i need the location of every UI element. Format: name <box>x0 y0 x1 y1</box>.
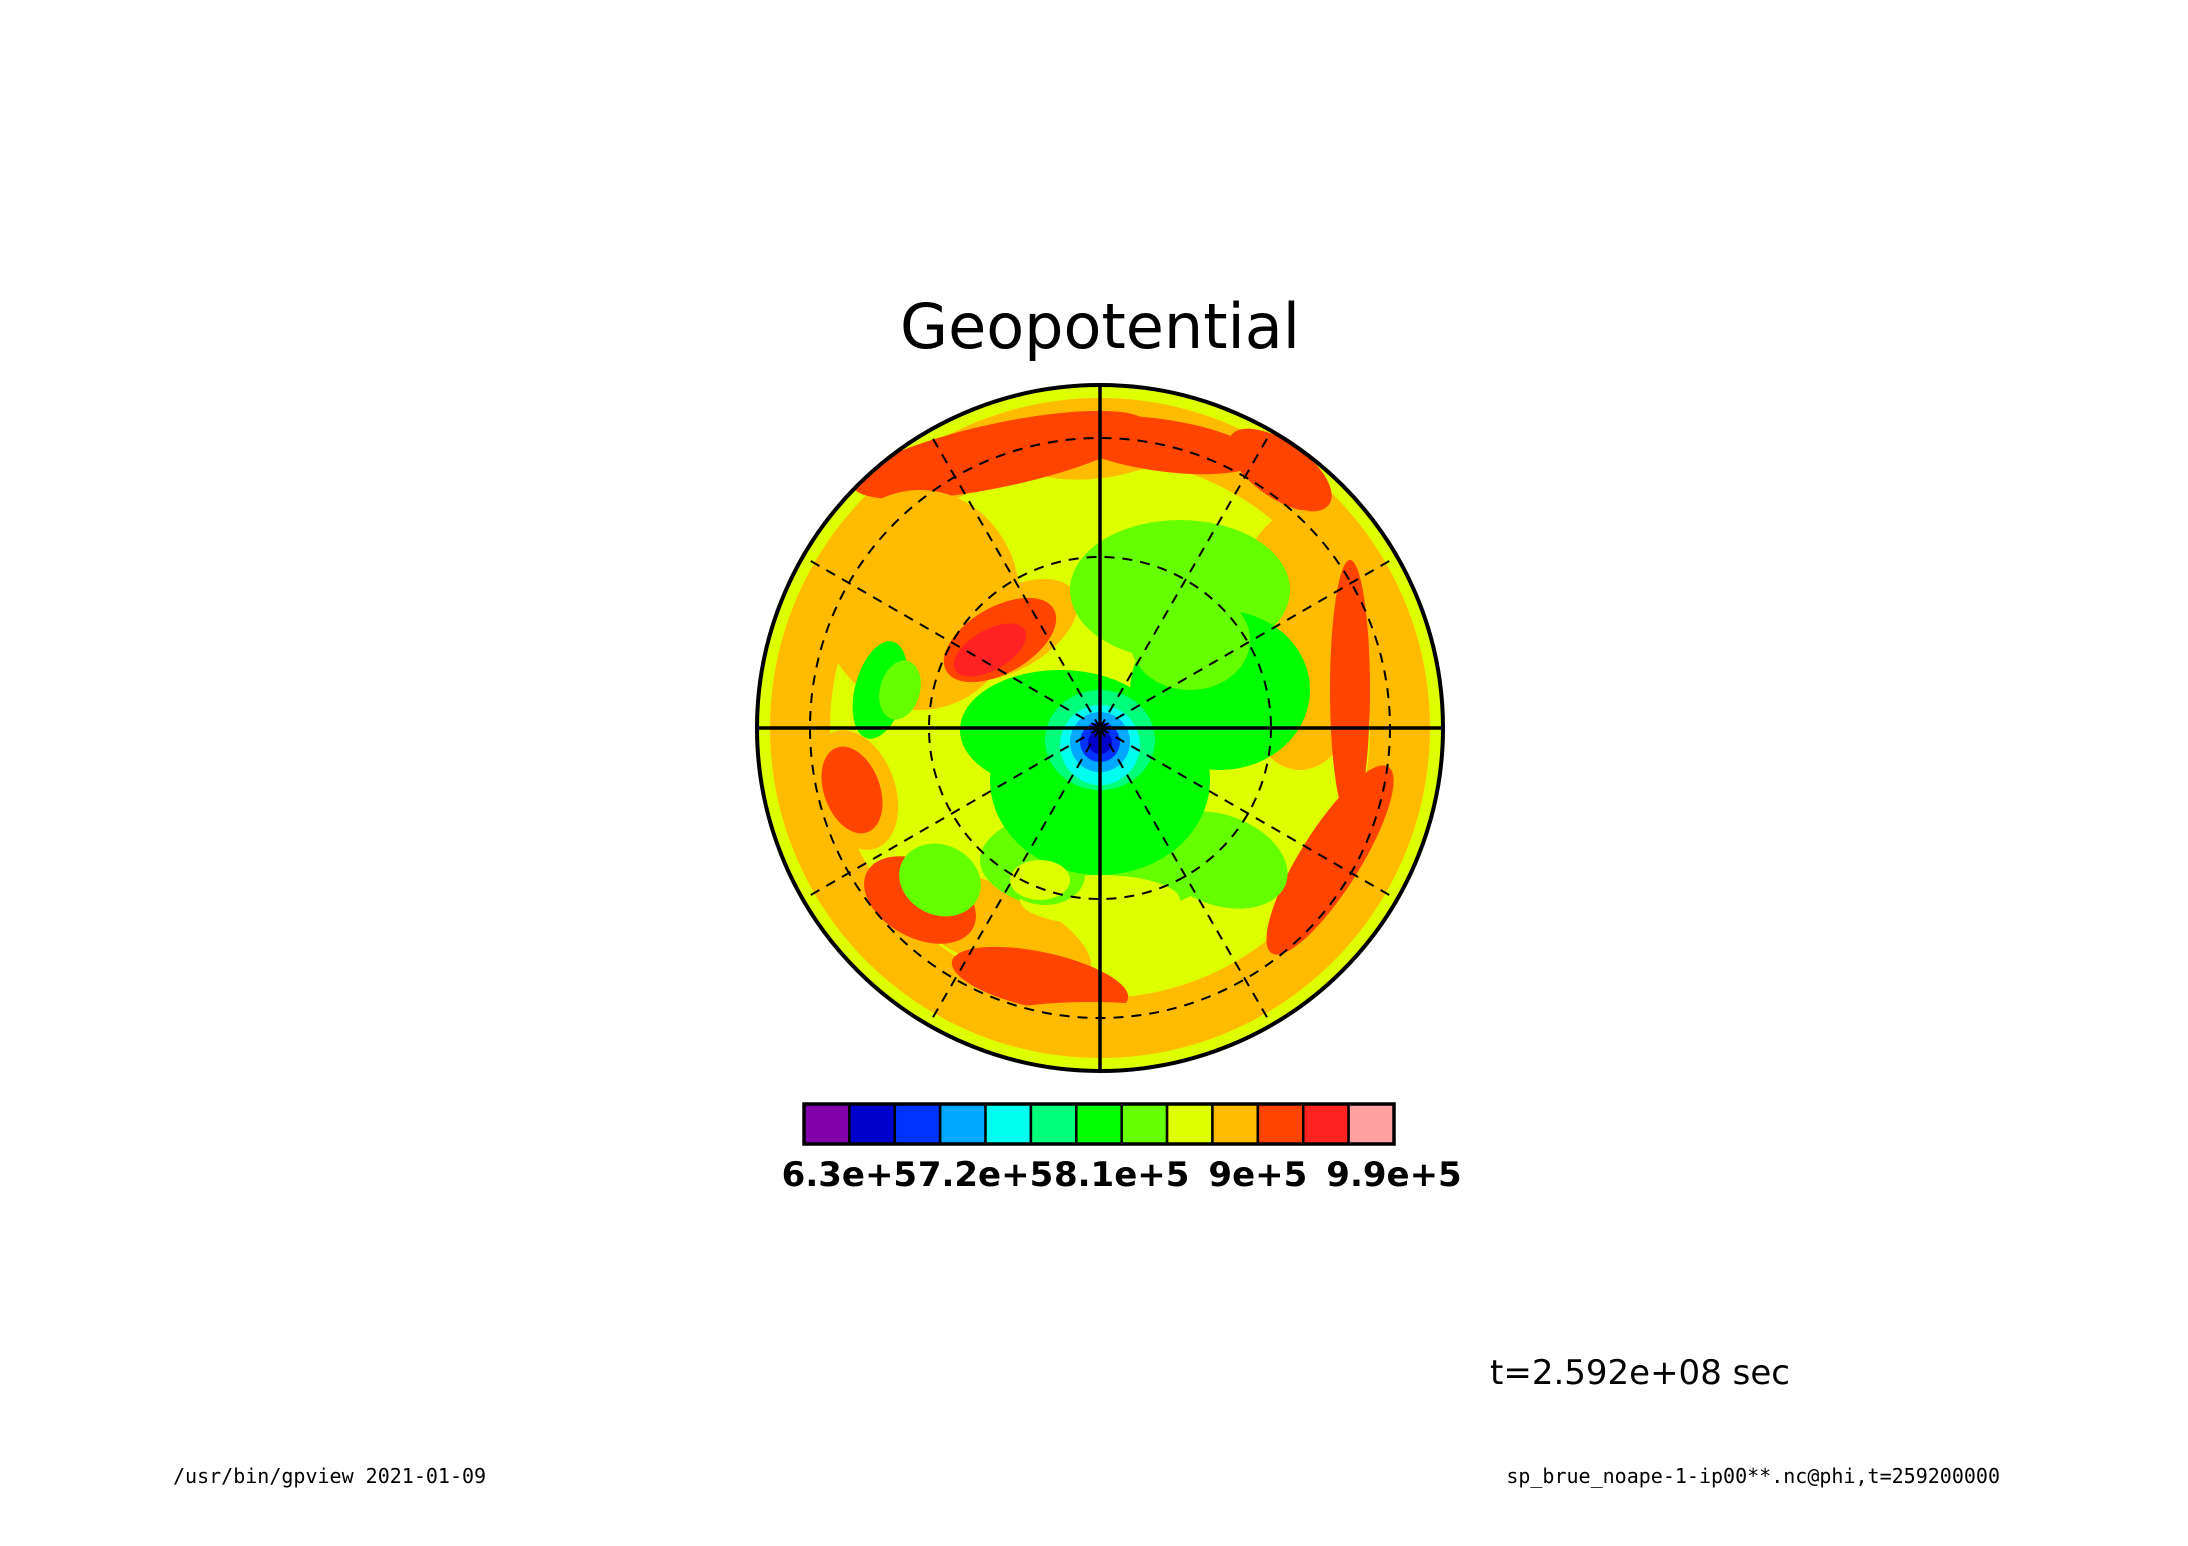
contour-region-3 <box>1228 428 1332 512</box>
colorbar-tick-labels: 6.3e+5 7.2e+5 8.1e+5 9e+5 9.9e+5 <box>782 1155 1462 1195</box>
colorbar-swatch-10 <box>1256 1102 1305 1146</box>
colorbar-tick-label-2: 8.1e+5 <box>1054 1155 1189 1195</box>
colorbar-swatch-6 <box>1075 1102 1123 1146</box>
contour-region-16 <box>953 623 1027 677</box>
longitude-line-4 <box>927 727 1101 1026</box>
colorbar-swatch-12 <box>1347 1102 1396 1146</box>
colorbar-swatch-7 <box>1120 1102 1169 1146</box>
colorbar-swatch-1 <box>848 1102 897 1146</box>
colorbar-swatch-4 <box>984 1102 1033 1146</box>
colorbar-tick-label-3: 9e+5 <box>1208 1155 1307 1195</box>
colorbar-tick-label-4: 9.9e+5 <box>1326 1155 1461 1195</box>
longitude-line-5 <box>802 727 1101 901</box>
contour-region-13 <box>821 746 883 834</box>
contour-region-7 <box>1266 765 1394 955</box>
map-axes <box>755 383 1445 1073</box>
colorbar <box>802 1102 1396 1146</box>
colorbar-swatch-3 <box>938 1102 987 1146</box>
longitude-line-2 <box>1099 727 1273 1026</box>
contour-region-35 <box>1010 860 1070 900</box>
longitude-line-11 <box>1099 555 1398 729</box>
contour-region-25 <box>915 765 1005 835</box>
colorbar-tick-label-1: 7.2e+5 <box>918 1155 1053 1195</box>
chart-title: Geopotential <box>900 290 1300 363</box>
longitude-line-1 <box>1099 727 1398 901</box>
colorbar-swatch-9 <box>1211 1102 1260 1146</box>
contour-region-19 <box>1130 590 1250 690</box>
map-boundary <box>755 383 1445 1073</box>
colorbar-swatch-2 <box>893 1102 942 1146</box>
colorbar-tick-label-0: 6.3e+5 <box>782 1155 917 1195</box>
longitude-line-7 <box>802 555 1101 729</box>
colorbar-swatch-11 <box>1301 1102 1350 1146</box>
polar-map <box>755 383 1445 1073</box>
time-label: t=2.592e+08 sec <box>1490 1353 1790 1393</box>
contour-region-6 <box>1330 560 1370 820</box>
footer-right: sp_brue_noape-1-ip00**.nc@phi,t=25920000… <box>1506 1464 2000 1488</box>
contour-region-22 <box>879 660 921 720</box>
longitude-line-8 <box>927 430 1101 729</box>
colorbar-swatch-0 <box>802 1102 851 1146</box>
contour-region-11 <box>980 1002 1200 1042</box>
contour-region-34 <box>899 843 981 917</box>
contour-region-10 <box>951 946 1129 1014</box>
colorbar-frame <box>802 1102 1396 1146</box>
colorbar-swatch-8 <box>1165 1102 1214 1146</box>
footer-left: /usr/bin/gpview 2021-01-09 <box>173 1464 486 1488</box>
colorbar-swatch-5 <box>1029 1102 1078 1146</box>
longitude-line-10 <box>1099 430 1273 729</box>
